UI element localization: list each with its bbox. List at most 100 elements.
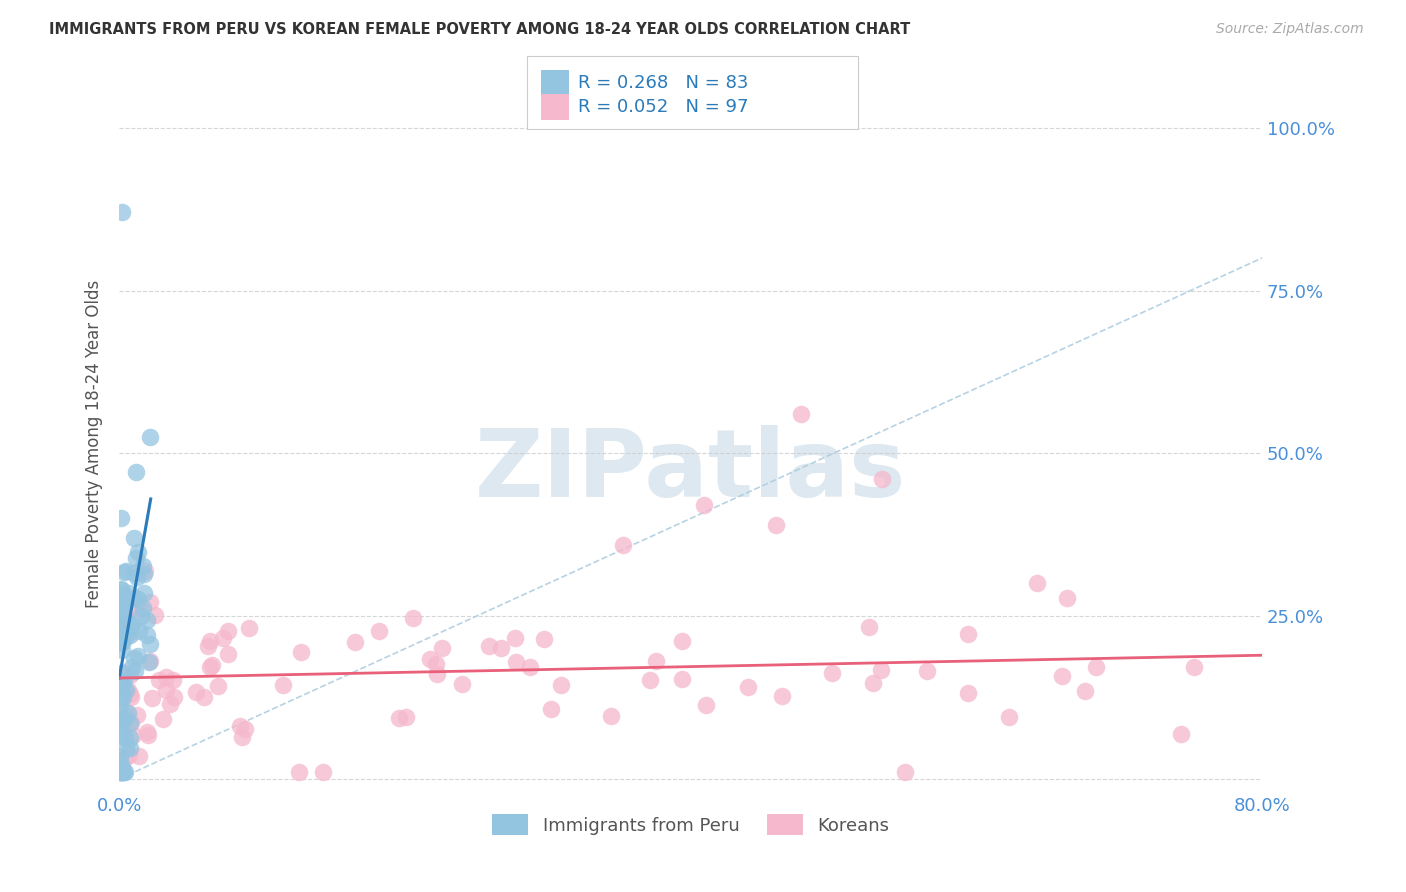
Point: [139, 654, 162, 668]
Point: [671, 633, 693, 648]
Point: [115, 711, 138, 725]
Point: [110, 582, 132, 596]
Point: [138, 728, 160, 742]
Point: [692, 499, 714, 513]
Point: [1084, 660, 1107, 674]
Point: [114, 564, 136, 578]
Point: [401, 611, 423, 625]
Point: [917, 664, 939, 678]
Point: [138, 655, 160, 669]
Point: [114, 704, 136, 718]
Point: [141, 690, 163, 705]
Point: [127, 591, 149, 606]
Point: [143, 608, 166, 623]
Point: [118, 591, 141, 605]
Point: [112, 610, 135, 624]
Point: [111, 603, 134, 617]
Point: [111, 642, 134, 657]
Point: [134, 565, 156, 579]
Point: [271, 678, 294, 692]
Point: [193, 690, 215, 705]
Point: [695, 698, 717, 712]
Point: [599, 708, 621, 723]
Point: [1050, 669, 1073, 683]
Point: [489, 641, 512, 656]
Point: [111, 760, 134, 774]
Point: [820, 665, 842, 680]
Point: [135, 724, 157, 739]
Point: [110, 693, 132, 707]
Point: [343, 634, 366, 648]
Point: [765, 518, 787, 533]
Point: [111, 765, 134, 780]
Point: [870, 663, 893, 677]
Point: [110, 582, 132, 597]
Text: R = 0.268   N = 83: R = 0.268 N = 83: [578, 74, 748, 92]
Point: [395, 710, 418, 724]
Point: [870, 472, 893, 486]
Point: [155, 683, 177, 698]
Point: [111, 630, 134, 644]
Point: [110, 636, 132, 650]
Point: [111, 614, 134, 628]
Point: [110, 589, 132, 603]
Point: [112, 566, 135, 580]
Point: [111, 665, 134, 680]
Point: [120, 731, 142, 746]
Point: [671, 672, 693, 686]
Point: [127, 648, 149, 663]
Point: [1182, 660, 1205, 674]
Point: [110, 765, 132, 780]
Point: [312, 765, 335, 780]
Point: [148, 673, 170, 687]
Point: [128, 624, 150, 639]
Point: [115, 750, 138, 764]
Point: [110, 701, 132, 715]
Point: [115, 740, 138, 755]
Point: [290, 644, 312, 658]
Point: [127, 545, 149, 559]
Point: [122, 601, 145, 615]
Point: [108, 675, 131, 690]
Point: [122, 591, 145, 605]
Point: [115, 617, 138, 632]
Point: [108, 681, 131, 696]
Point: [644, 654, 666, 668]
Point: [111, 606, 134, 620]
Point: [112, 615, 135, 630]
Point: [120, 690, 142, 705]
Text: IMMIGRANTS FROM PERU VS KOREAN FEMALE POVERTY AMONG 18-24 YEAR OLDS CORRELATION : IMMIGRANTS FROM PERU VS KOREAN FEMALE PO…: [49, 22, 911, 37]
Point: [111, 597, 134, 611]
Point: [533, 632, 555, 646]
Point: [114, 765, 136, 780]
Point: [110, 511, 132, 525]
Point: [124, 551, 146, 566]
Point: [790, 407, 813, 421]
Point: [129, 608, 152, 623]
Point: [138, 637, 160, 651]
Point: [638, 673, 661, 687]
Point: [132, 600, 155, 615]
Point: [122, 532, 145, 546]
Point: [770, 689, 793, 703]
Point: [111, 686, 134, 700]
Point: [114, 711, 136, 725]
Point: [118, 616, 141, 631]
Point: [122, 566, 145, 581]
Point: [478, 639, 501, 653]
Point: [117, 706, 139, 720]
Point: [111, 674, 134, 689]
Point: [112, 765, 135, 780]
Point: [612, 537, 634, 551]
Point: [110, 728, 132, 742]
Point: [120, 621, 142, 635]
Point: [388, 710, 411, 724]
Point: [118, 741, 141, 756]
Point: [198, 633, 221, 648]
Point: [114, 683, 136, 698]
Point: [110, 723, 132, 737]
Point: [111, 714, 134, 728]
Point: [117, 683, 139, 698]
Point: [117, 628, 139, 642]
Point: [505, 631, 527, 645]
